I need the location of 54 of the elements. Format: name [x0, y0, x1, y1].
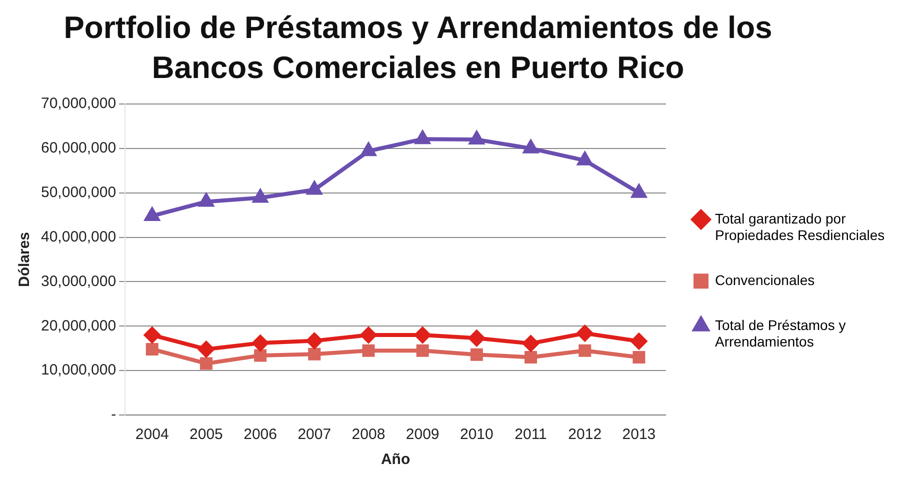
- point: [254, 349, 267, 362]
- y-tick-label: 60,000,000: [40, 140, 116, 157]
- y-tick-label: 20,000,000: [40, 317, 116, 334]
- x-tick-label: 2009: [406, 426, 440, 444]
- y-tick-label: 50,000,000: [40, 184, 116, 201]
- point: [632, 184, 646, 198]
- point: [308, 348, 321, 360]
- y-tick-label: 70,000,000: [40, 95, 116, 112]
- point: [522, 335, 539, 352]
- point: [144, 327, 160, 344]
- point: [632, 351, 646, 364]
- point: [198, 341, 214, 358]
- point: [578, 344, 592, 357]
- point: [524, 140, 538, 154]
- x-tick-label: 2006: [244, 426, 277, 444]
- x-tick-label: 2004: [135, 426, 169, 444]
- x-axis-title: Año: [380, 451, 410, 468]
- x-tick-label: 2007: [298, 426, 332, 444]
- point: [307, 182, 322, 195]
- x-tick-label: 2011: [514, 426, 547, 444]
- point: [360, 327, 376, 344]
- point: [470, 348, 483, 361]
- point: [415, 131, 430, 144]
- point: [416, 344, 429, 357]
- x-tick-label: 2005: [190, 426, 223, 444]
- point: [144, 208, 160, 221]
- x-tick-label: 2012: [568, 426, 602, 444]
- legend-label: Convencionales: [715, 272, 815, 288]
- x-tick-label: 2008: [352, 426, 386, 444]
- y-tick-label: -: [111, 406, 116, 424]
- point: [361, 143, 376, 156]
- point: [200, 357, 212, 370]
- point: [252, 335, 268, 352]
- y-tick-label: 30,000,000: [40, 272, 116, 290]
- point: [578, 152, 592, 166]
- point: [253, 190, 268, 203]
- legend-label: Total de Préstamos y Arrendamientos: [715, 316, 846, 350]
- x-tick-label: 2010: [460, 426, 494, 444]
- point: [524, 351, 538, 364]
- y-tick-label: 10,000,000: [40, 362, 116, 379]
- y-tick-label: 40,000,000: [40, 228, 116, 246]
- point: [199, 194, 214, 207]
- point: [630, 333, 647, 350]
- x-tick-label: 2013: [622, 426, 656, 444]
- point: [306, 332, 322, 349]
- y-axis-title: Dólares: [16, 232, 34, 288]
- point: [576, 325, 593, 342]
- point: [468, 330, 485, 346]
- chart-title: Portfolio de Préstamos y Arrendamientos de los Bancos Comerciales en Puerto Rico: [62, 9, 774, 87]
- point: [146, 343, 158, 356]
- point: [414, 327, 431, 344]
- legend-label: Total garantizado por Propiedades Resdienciales: [715, 210, 885, 244]
- point: [362, 344, 375, 357]
- point: [469, 132, 484, 145]
